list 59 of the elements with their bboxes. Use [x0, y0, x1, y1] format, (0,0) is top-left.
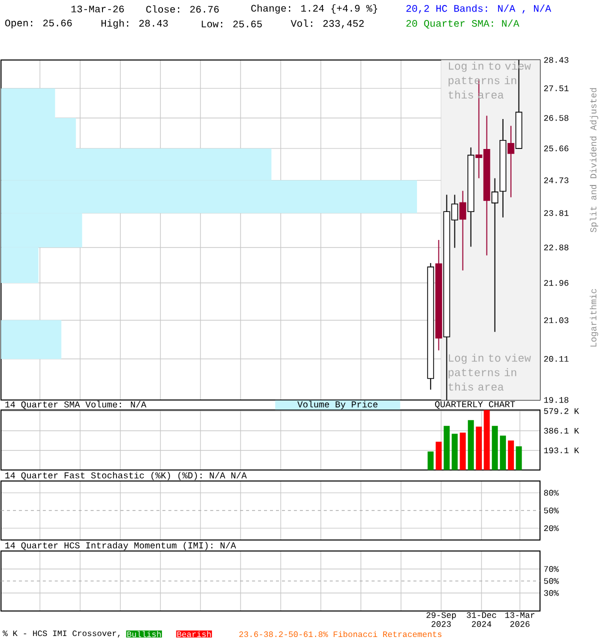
text: 23.6-38.2-50-61.8% Fibonacci Retracements [239, 630, 442, 638]
bar [492, 426, 498, 470]
y-tick-label: 70% [544, 566, 559, 572]
x-tick-label: 31-Dec 2024 [466, 612, 496, 627]
text: Change: 1.24 {+4.9 %} [251, 4, 378, 14]
text: Vol: 233,452 [290, 20, 364, 28]
candlestick [491, 178, 498, 332]
text: Bullish [127, 630, 161, 638]
y-tick-label: 21.96 [544, 280, 568, 286]
text: % K - HCS IMI Crossover, [2, 630, 120, 638]
y-tick-label: 22.88 [544, 244, 568, 250]
bar [468, 420, 474, 470]
y-tick-label: 80% [544, 490, 559, 496]
text: 13-Mar-26 [71, 6, 124, 12]
y-axis-title: Split and Dividend Adjusted [590, 88, 598, 232]
text: Logarithmic [590, 289, 598, 347]
text: QUARTERLY CHART [435, 401, 516, 409]
chart-title: 14 Quarter SMA Volume: N/A [5, 400, 146, 410]
bar [444, 426, 450, 470]
bar [500, 436, 506, 470]
y-tick-label: 25.66 [544, 146, 568, 152]
y-tick-label: 24.73 [544, 177, 568, 184]
bar [452, 434, 458, 470]
bar [516, 446, 522, 470]
annotation: Log in to view patterns in this area [448, 354, 531, 391]
chart-title: 14 Quarter Fast Stochastic (%K) (%D): N/A N/A [5, 472, 247, 480]
bar [508, 440, 514, 470]
y-tick-label: 50% [544, 508, 559, 514]
y-tick-label: 19.18 [544, 397, 568, 403]
text: High: 28.43 [101, 19, 168, 29]
y-tick-label: 20.11 [544, 356, 569, 362]
y-tick-label: 50% [544, 578, 559, 584]
y-tick-label: 386.1 K [544, 428, 580, 434]
bar [436, 442, 442, 470]
chart-title: 14 Quarter HCS Intraday Momentum (IMI): N/A [5, 542, 236, 550]
text: Close: 26.76 [146, 5, 219, 13]
bar [476, 426, 482, 470]
bar [484, 410, 490, 470]
text: Volume By Price [297, 400, 378, 410]
candlestick [459, 190, 466, 271]
y-tick-label: 21.03 [544, 317, 568, 324]
y-tick-label: 193.1 K [544, 447, 580, 454]
text: Open: 25.66 [5, 20, 72, 28]
text: 20 Quarter SMA: N/A [406, 19, 520, 29]
x-tick-label: 13-Mar 2026 [505, 612, 534, 627]
text: Bearish [177, 630, 211, 638]
bar [428, 451, 434, 470]
y-tick-label: 28.43 [544, 57, 568, 63]
y-tick-label: 23.81 [544, 210, 569, 216]
text: Low: 25.65 [202, 20, 262, 28]
y-tick-label: 20% [544, 525, 559, 532]
bar [460, 432, 466, 470]
y-tick-label: 30% [544, 590, 559, 596]
candlestick [508, 125, 514, 198]
y-tick-label: 26.58 [544, 115, 568, 121]
y-tick-label: 27.51 [544, 85, 569, 92]
x-tick-label: 29-Sep 2023 [426, 612, 456, 627]
y-tick-label: 579.2 K [544, 408, 580, 414]
text: 20,2 HC Bands: N/A , N/A [406, 4, 552, 14]
